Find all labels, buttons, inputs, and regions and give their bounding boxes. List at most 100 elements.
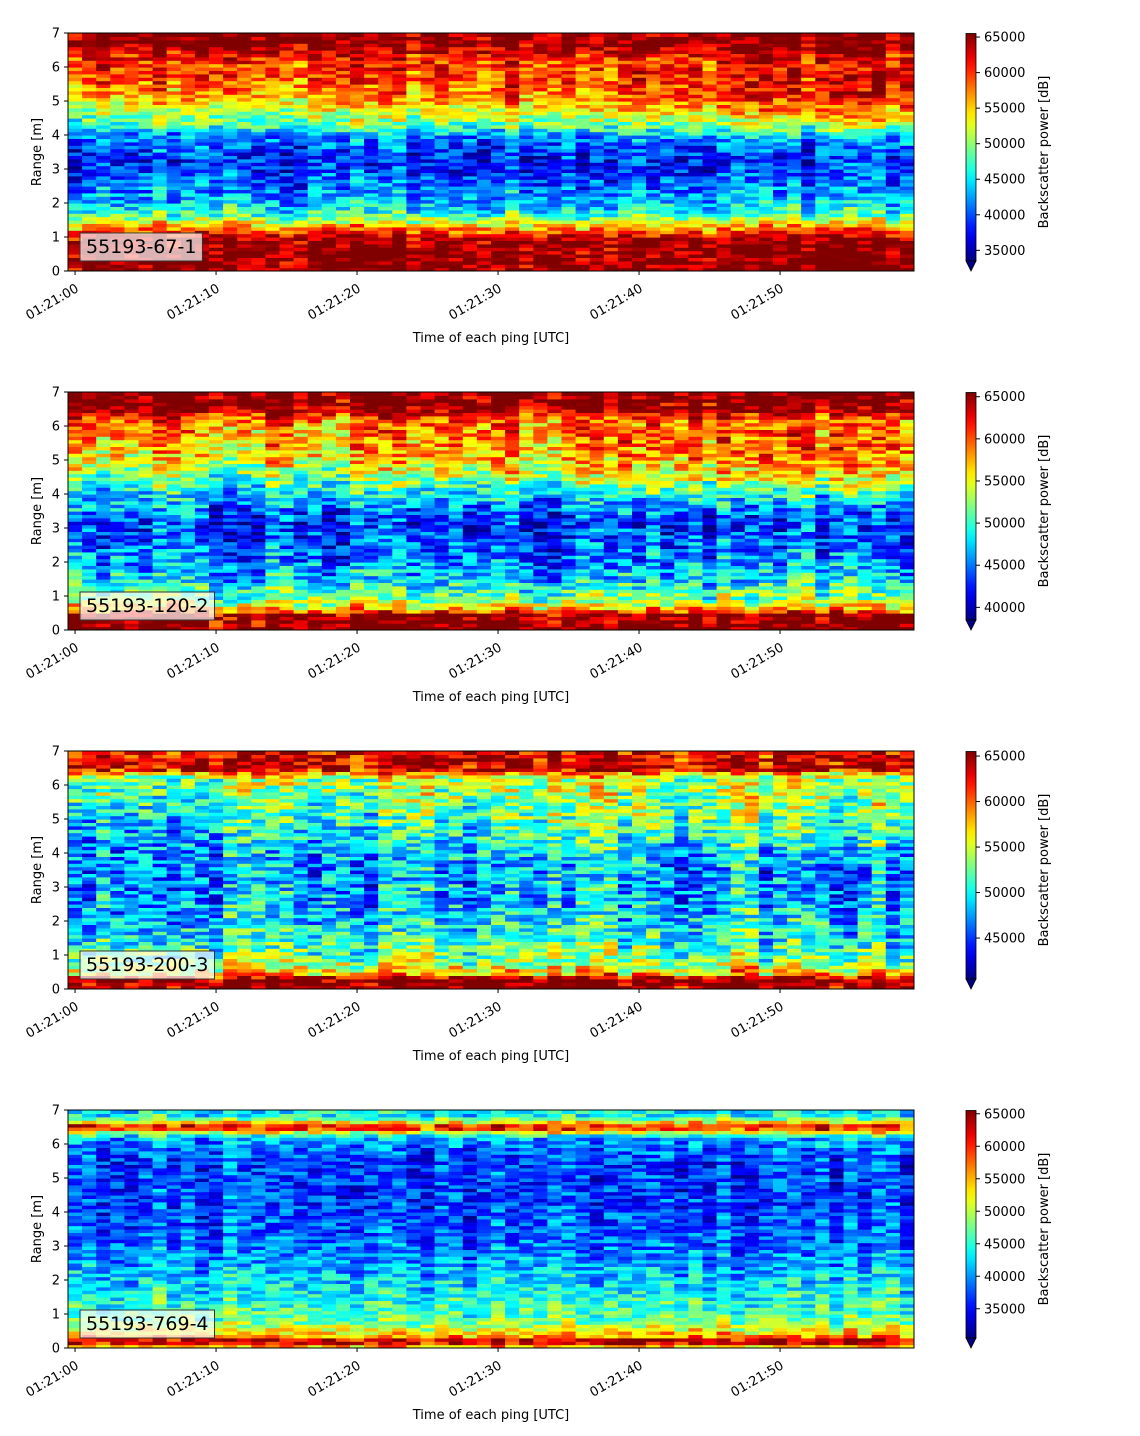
- heatmap-cell: [899, 138, 914, 143]
- heatmap-cell: [209, 230, 224, 235]
- heatmap-cell: [716, 240, 732, 245]
- heatmap-cell: [166, 148, 182, 153]
- heatmap-cell: [716, 56, 732, 61]
- heatmap-cell: [166, 60, 182, 65]
- heatmap-cell: [871, 155, 887, 160]
- heatmap-cell: [815, 145, 830, 150]
- heatmap-cell: [815, 216, 830, 221]
- heatmap-cell: [533, 33, 548, 37]
- heatmap-cell: [885, 148, 901, 153]
- heatmap-cell: [209, 592, 224, 597]
- heatmap-cell: [265, 179, 281, 184]
- heatmap-cell: [519, 165, 534, 170]
- heatmap-cell: [350, 216, 365, 221]
- heatmap-cell: [505, 128, 520, 133]
- heatmap-cell: [688, 43, 704, 48]
- heatmap-cell: [110, 264, 125, 269]
- heatmap-cell: [166, 118, 182, 122]
- heatmap-cell: [660, 230, 675, 235]
- heatmap-cell: [392, 172, 407, 177]
- heatmap-cell: [209, 456, 224, 461]
- heatmap-cell: [646, 121, 661, 126]
- heatmap-cell: [448, 155, 464, 160]
- heatmap-cell: [589, 101, 605, 105]
- heatmap-cell: [152, 213, 168, 218]
- heatmap-cell: [68, 602, 83, 607]
- heatmap-cell: [505, 220, 520, 224]
- heatmap-cell: [293, 84, 309, 88]
- heatmap-cell: [491, 247, 506, 252]
- heatmap-cell: [899, 155, 914, 160]
- heatmap-cell: [603, 192, 619, 197]
- heatmap-cell: [674, 97, 689, 102]
- heatmap-cell: [575, 135, 591, 139]
- heatmap-cell: [589, 145, 605, 150]
- heatmap-cell: [773, 94, 788, 99]
- heatmap-cell: [561, 118, 577, 122]
- heatmap-cell: [716, 192, 732, 197]
- heatmap-cell: [251, 196, 266, 201]
- heatmap-cell: [152, 545, 168, 549]
- heatmap-cell: [124, 534, 140, 539]
- heatmap-cell: [589, 97, 605, 102]
- heatmap-cell: [448, 107, 464, 112]
- heatmap-cell: [350, 97, 365, 102]
- heatmap-cell: [646, 182, 661, 187]
- heatmap-cell: [194, 443, 210, 447]
- heatmap-cell: [773, 182, 788, 187]
- heatmap-cell: [462, 63, 478, 68]
- heatmap-cell: [110, 477, 125, 481]
- heatmap-cell: [180, 145, 196, 150]
- heatmap-cell: [209, 257, 224, 262]
- heatmap-cell: [279, 260, 295, 265]
- heatmap-cell: [674, 33, 689, 37]
- heatmap-cell: [871, 60, 887, 65]
- heatmap-cell: [688, 209, 704, 214]
- heatmap-cell: [124, 432, 140, 437]
- heatmap-cell: [82, 267, 97, 271]
- heatmap-cell: [209, 415, 224, 420]
- heatmap-cell: [180, 220, 196, 224]
- heatmap-cell: [378, 33, 393, 37]
- heatmap-cell: [617, 114, 633, 119]
- heatmap-cell: [420, 226, 436, 231]
- heatmap-cell: [491, 80, 506, 85]
- heatmap-cell: [758, 213, 774, 218]
- heatmap-cell: [335, 145, 351, 150]
- heatmap-cell: [815, 118, 830, 122]
- heatmap-cell: [307, 131, 323, 136]
- heatmap-cell: [702, 43, 718, 48]
- heatmap-cell: [68, 80, 83, 85]
- heatmap-cell: [829, 250, 845, 255]
- heatmap-cell: [787, 230, 802, 235]
- heatmap-cell: [885, 213, 901, 218]
- heatmap-cell: [646, 145, 661, 150]
- heatmap-cell: [716, 135, 732, 139]
- heatmap-cell: [420, 182, 436, 187]
- heatmap-cell: [547, 169, 563, 173]
- heatmap-cell: [96, 121, 111, 126]
- heatmap-cell: [237, 148, 252, 153]
- heatmap-cell: [688, 97, 704, 102]
- heatmap-cell: [293, 186, 309, 190]
- heatmap-cell: [857, 230, 873, 235]
- heatmap-cell: [293, 267, 309, 271]
- heatmap-cell: [152, 186, 168, 190]
- heatmap-cell: [688, 233, 704, 238]
- heatmap-cell: [223, 63, 238, 68]
- heatmap-cell: [617, 162, 633, 167]
- heatmap-cell: [180, 175, 196, 180]
- heatmap-cell: [194, 90, 210, 95]
- heatmap-cell: [68, 254, 83, 258]
- heatmap-cell: [82, 50, 97, 54]
- heatmap-cell: [829, 43, 845, 48]
- heatmap-cell: [730, 233, 746, 238]
- heatmap-cell: [857, 223, 873, 228]
- heatmap-cell: [321, 46, 337, 51]
- heatmap-cell: [547, 199, 563, 204]
- heatmap-cell: [617, 213, 633, 218]
- heatmap-cell: [194, 94, 210, 99]
- heatmap-cell: [265, 223, 281, 228]
- heatmap-cell: [307, 162, 323, 167]
- heatmap-cell: [434, 121, 450, 126]
